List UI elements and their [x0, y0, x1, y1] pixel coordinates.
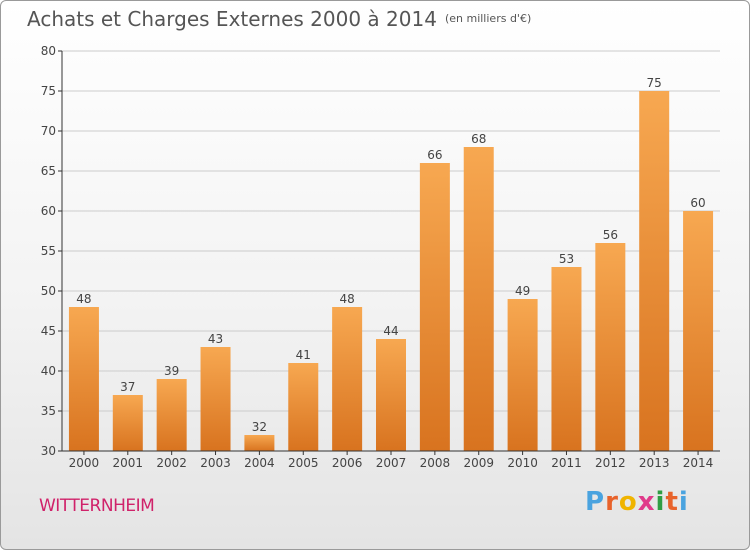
y-tick-label: 80: [41, 44, 56, 58]
bar-2014[interactable]: [683, 211, 714, 451]
x-tick-label: 2011: [551, 456, 582, 470]
x-tick-label: 2004: [244, 456, 275, 470]
logo-letter: r: [605, 487, 619, 517]
proxiti-logo[interactable]: Proxiti: [585, 487, 689, 517]
bar-value-label: 32: [252, 420, 267, 434]
bar-2003[interactable]: [200, 347, 231, 451]
logo-letter: x: [637, 487, 656, 517]
bar-2007[interactable]: [376, 339, 406, 451]
y-tick-label: 30: [41, 444, 56, 458]
y-tick-label: 70: [41, 124, 56, 138]
axes: [58, 50, 720, 455]
x-tick-label: 2006: [332, 456, 363, 470]
bar-value-label: 53: [559, 252, 574, 266]
bar-value-label: 48: [76, 292, 91, 306]
x-tick-label: 2002: [156, 456, 187, 470]
x-tick-label: 2013: [639, 456, 670, 470]
x-tick-label: 2001: [113, 456, 144, 470]
y-tick-label: 50: [41, 284, 56, 298]
x-tick-label: 2014: [683, 456, 714, 470]
bar-2011[interactable]: [551, 267, 582, 451]
chart-title: Achats et Charges Externes 2000 à 2014: [27, 7, 437, 31]
bar-value-label: 68: [471, 132, 486, 146]
x-tick-label: 2005: [288, 456, 319, 470]
y-tick-label: 45: [41, 324, 56, 338]
bar-value-label: 75: [647, 76, 662, 90]
logo-letter: t: [665, 487, 679, 517]
commune-name: WITTERNHEIM: [39, 496, 155, 516]
x-tick-label: 2012: [595, 456, 626, 470]
y-tick-label: 75: [41, 84, 56, 98]
x-tick-label: 2010: [507, 456, 538, 470]
logo-letter: i: [678, 487, 689, 517]
x-tick-label: 2000: [69, 456, 100, 470]
y-tick-label: 65: [41, 164, 56, 178]
bar-2013[interactable]: [639, 91, 670, 451]
bar-2004[interactable]: [244, 435, 275, 451]
x-tick-label: 2007: [376, 456, 407, 470]
chart-title-block: Achats et Charges Externes 2000 à 2014 (e…: [27, 7, 531, 31]
bar-value-label: 66: [427, 148, 442, 162]
bars: [68, 91, 714, 451]
logo-letter: P: [585, 487, 606, 517]
y-tick-label: 60: [41, 204, 56, 218]
y-tick-label: 55: [41, 244, 56, 258]
logo-letter: i: [655, 487, 666, 517]
bar-value-label: 37: [120, 380, 135, 394]
x-tick-label: 2008: [420, 456, 451, 470]
bar-value-label: 49: [515, 284, 530, 298]
bar-value-label: 41: [296, 348, 311, 362]
bar-value-label: 60: [690, 196, 705, 210]
labels: 30 35 40 45 50 55 60 65 70 75 80 48 2000 37 2001 39 2002…: [41, 44, 714, 470]
y-tick-label: 40: [41, 364, 56, 378]
bar-2005[interactable]: [288, 363, 319, 451]
bar-value-label: 39: [164, 364, 179, 378]
y-tick-label: 35: [41, 404, 56, 418]
bar-2006[interactable]: [332, 307, 363, 451]
bar-value-label: 44: [383, 324, 398, 338]
bar-value-label: 43: [208, 332, 223, 346]
bar-value-label: 48: [339, 292, 354, 306]
bar-value-label: 56: [603, 228, 618, 242]
bar-2009[interactable]: [463, 147, 494, 451]
bar-2002[interactable]: [156, 379, 187, 451]
bar-2001[interactable]: [112, 395, 143, 451]
chart-unit: (en milliers d'€): [444, 12, 532, 25]
bar-2010[interactable]: [507, 299, 538, 451]
logo-letter: o: [618, 487, 638, 517]
x-tick-label: 2009: [463, 456, 494, 470]
bar-2000[interactable]: [68, 307, 99, 451]
x-tick-label: 2003: [200, 456, 231, 470]
bar-2012[interactable]: [595, 243, 626, 451]
bar-2008[interactable]: [419, 163, 450, 451]
